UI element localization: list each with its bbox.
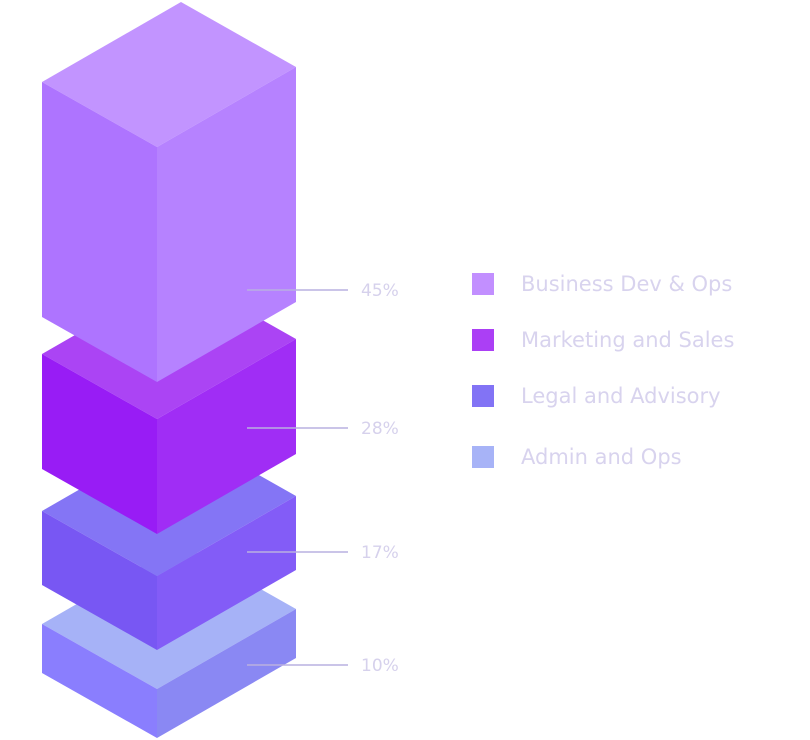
legend-swatch-legal-advisory bbox=[472, 385, 494, 407]
legend-swatch-marketing-sales bbox=[472, 329, 494, 351]
block-left-face bbox=[42, 624, 157, 738]
value-label: 28% bbox=[361, 419, 399, 439]
block-right-face bbox=[157, 496, 296, 650]
legend-swatch-business-dev-ops bbox=[472, 273, 494, 295]
block-top-face bbox=[42, 2, 296, 147]
legend-label-admin-ops: Admin and Ops bbox=[521, 445, 682, 469]
value-label: 10% bbox=[361, 656, 399, 676]
value-label: 17% bbox=[361, 543, 399, 563]
block-business-dev-ops bbox=[42, 2, 296, 382]
block-right-face bbox=[157, 339, 296, 534]
legend-label-business-dev-ops: Business Dev & Ops bbox=[521, 272, 733, 296]
block-left-face bbox=[42, 82, 157, 382]
value-label: 45% bbox=[361, 281, 399, 301]
legend-swatch-admin-ops bbox=[472, 446, 494, 468]
block-left-face bbox=[42, 511, 157, 650]
block-right-face bbox=[157, 609, 296, 738]
block-left-face bbox=[42, 354, 157, 534]
legend-label-legal-advisory: Legal and Advisory bbox=[521, 384, 721, 408]
legend-label-marketing-sales: Marketing and Sales bbox=[521, 328, 735, 352]
block-right-face bbox=[157, 67, 296, 382]
